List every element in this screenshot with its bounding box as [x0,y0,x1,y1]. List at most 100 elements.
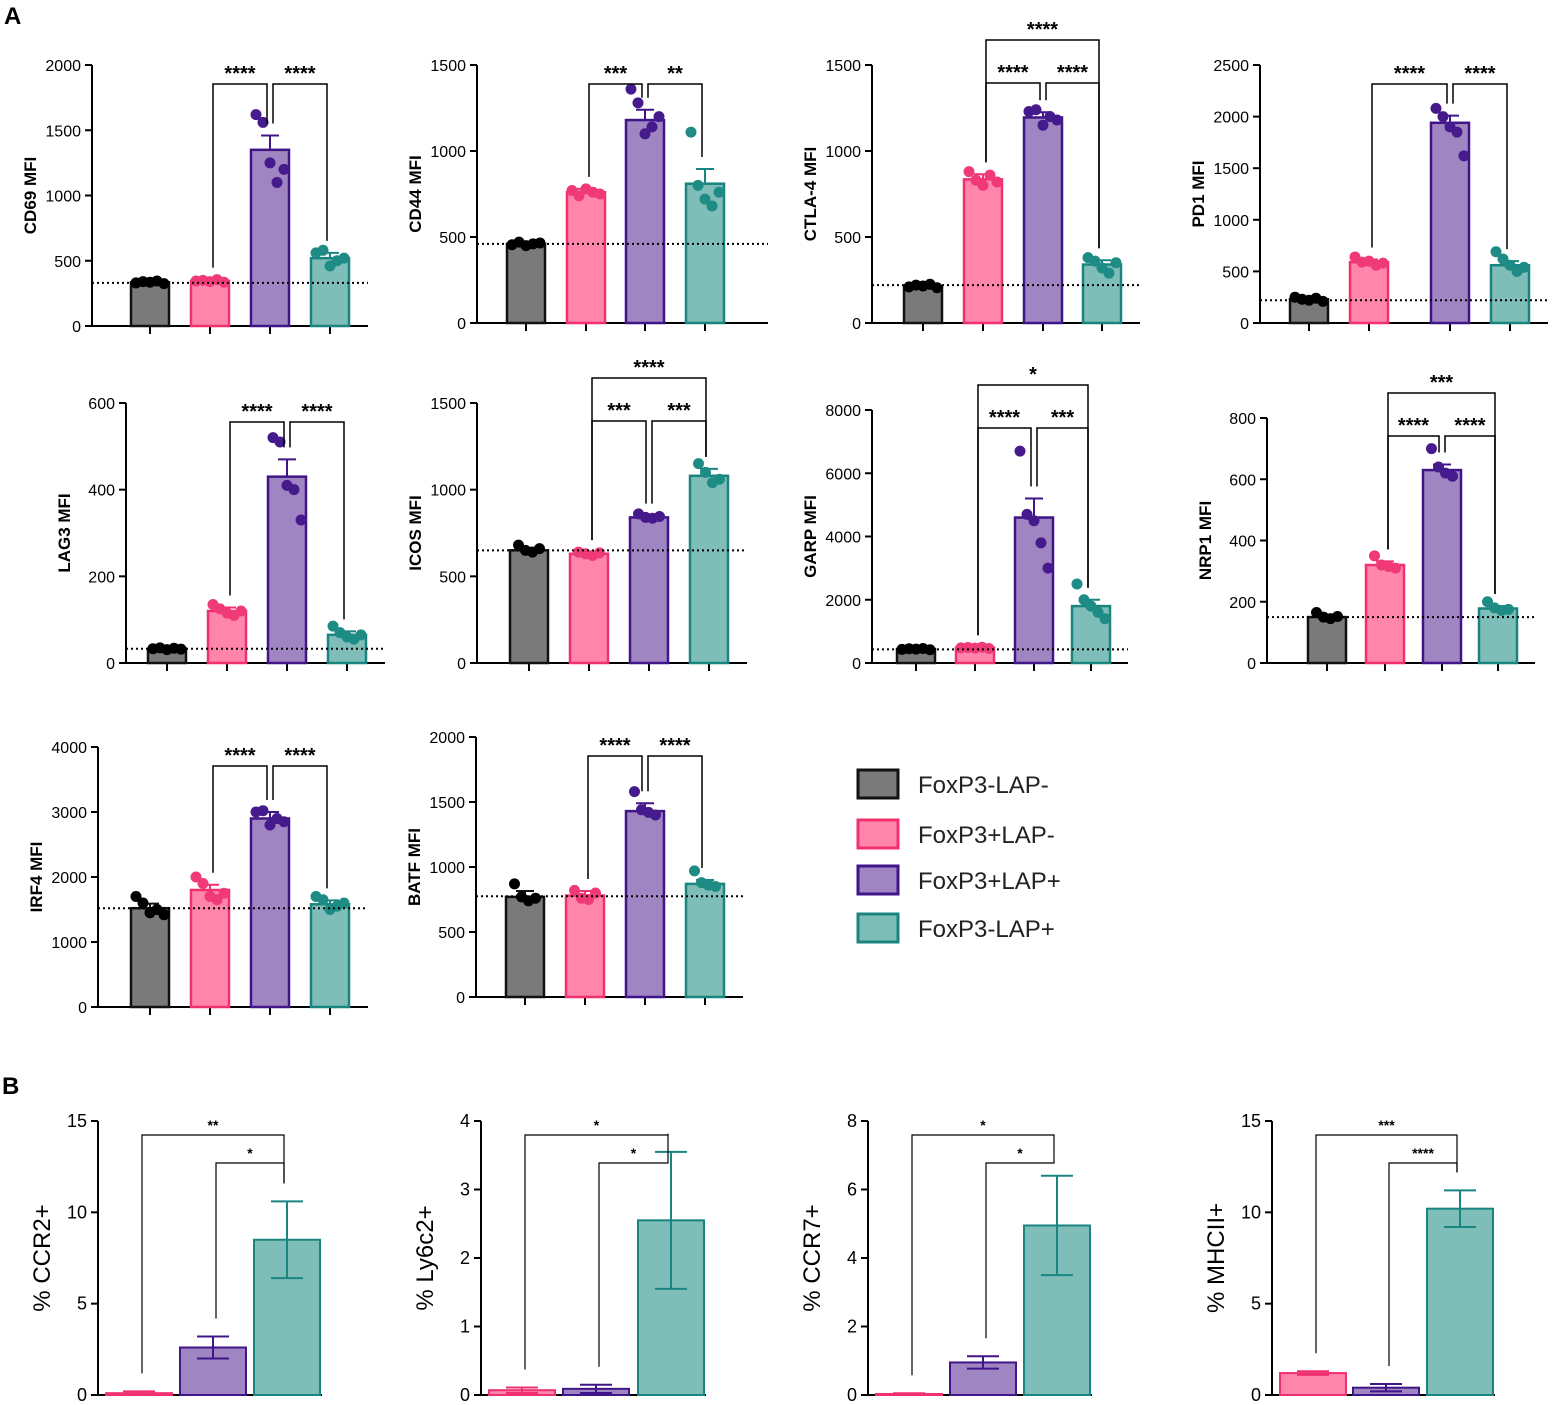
significance-label: *** [604,63,628,85]
y-tick-label: 500 [439,569,466,586]
data-point [534,543,545,555]
y-tick-label: 200 [88,569,115,586]
y-tick-label: 4000 [51,740,87,757]
bar-2 [1429,121,1471,325]
significance-label: ** [667,63,683,85]
significance-label: *** [1051,407,1075,429]
y-tick-label: 2000 [1213,110,1249,127]
significance-bracket [289,421,345,620]
bar-2 [624,809,666,999]
y-tick-label: 2 [847,1317,857,1337]
y-tick-label: 400 [88,483,115,500]
y-tick-label: 3000 [51,805,87,822]
significance-label: ** [208,1117,219,1133]
bar-2 [1022,116,1064,325]
y-tick-label: 6 [847,1180,857,1200]
data-point [693,458,704,470]
data-point [1028,515,1040,527]
significance-label: * [594,1117,600,1133]
significance-label: **** [633,357,664,379]
data-point [1103,267,1115,279]
data-point [190,871,202,883]
bar-2 [628,516,670,665]
significance-label: **** [989,407,1020,429]
significance-label: * [1029,364,1037,386]
data-point [211,894,223,906]
data-point [650,809,661,821]
data-point [1021,508,1033,520]
bar-1 [568,552,610,665]
y-tick-label: 2000 [429,730,465,747]
data-point [1078,594,1090,606]
data-point [257,805,269,817]
chart-9: 0 500 1000 1500 2000 BATF MFI **** **** [405,730,743,1007]
data-point [1490,246,1502,258]
data-point [1451,126,1463,138]
significance-label: **** [1454,415,1485,437]
y-tick-label: 1500 [430,58,466,75]
data-point [689,865,700,877]
significance-bracket [1452,83,1508,250]
data-point [700,466,711,478]
significance-label: **** [997,62,1028,84]
data-point [250,109,262,121]
data-point [509,878,520,890]
significance-bracket [1387,392,1496,595]
y-tick-label: 1000 [825,144,861,161]
significance-label: **** [301,401,332,423]
data-point [699,193,711,205]
legend-swatch-0 [856,768,900,800]
y-axis-label: % Ly6c2+ [412,1205,439,1310]
data-point [710,881,721,892]
y-tick-label: 5 [77,1294,87,1314]
bar-3 [688,474,730,665]
data-point [137,897,149,909]
significance-label: **** [284,63,315,85]
y-tick-label: 4000 [825,530,861,547]
bar-0 [129,906,171,1009]
data-point [653,111,665,123]
y-tick-label: 1500 [1213,161,1249,178]
significance-bracket [587,755,643,880]
significance-label: **** [1394,63,1425,85]
y-tick-label: 500 [54,254,81,271]
y-axis-label: BATF MFI [405,828,424,906]
y-tick-label: 1500 [825,58,861,75]
y-tick-label: 10 [67,1202,87,1222]
significance-label: **** [241,401,272,423]
data-point [924,644,936,656]
y-tick-label: 5 [1251,1294,1261,1314]
y-tick-label: 0 [1240,316,1249,333]
y-axis-label: CTLA-4 MFI [801,147,820,241]
y-tick-label: 3 [460,1180,470,1200]
data-point [1035,537,1047,549]
significance-bracket [141,1134,285,1374]
data-point [991,176,1003,188]
bar-1 [1348,260,1390,325]
y-tick-label: 500 [439,230,466,247]
data-point [278,163,290,175]
y-axis-label: % CCR7+ [799,1204,826,1311]
bar-1 [189,888,231,1009]
data-point [530,892,541,904]
data-point [1437,111,1449,123]
y-tick-label: 600 [88,396,115,413]
chart-12: 0 2 4 6 8 % CCR7+ * * [799,1111,1092,1405]
data-point [977,179,989,191]
data-point [1014,445,1026,457]
y-tick-label: 600 [1229,472,1256,489]
y-tick-label: 15 [1241,1111,1261,1131]
y-tick-label: 1500 [429,795,465,812]
legend-label-1: FoxP3+LAP- [918,822,1055,849]
data-point [569,884,580,896]
data-point [327,620,339,632]
data-point [355,629,367,641]
data-point [1071,578,1083,590]
significance-label: **** [1398,415,1429,437]
y-tick-label: 8 [847,1111,857,1131]
legend-swatch-2 [856,864,900,896]
y-tick-label: 500 [834,230,861,247]
y-tick-label: 1000 [429,860,465,877]
